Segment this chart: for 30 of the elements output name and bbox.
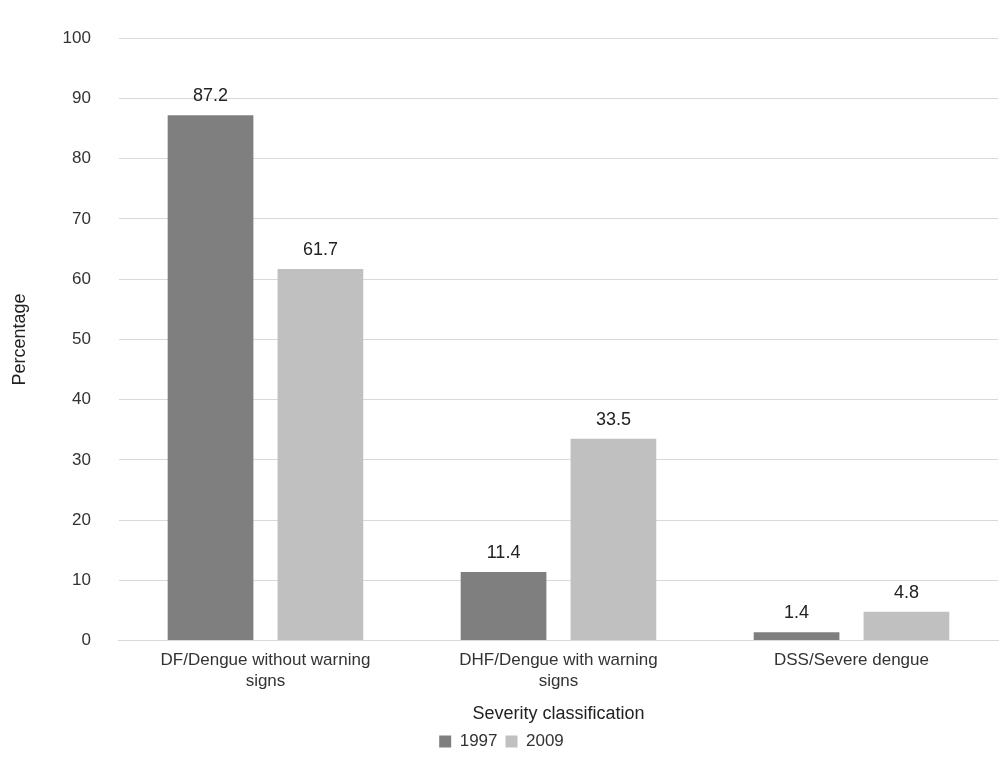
x-tick-label: DHF/Dengue with warning signs [459, 650, 658, 690]
y-tick-label: 90 [72, 88, 91, 108]
data-label: 33.5 [595, 408, 631, 429]
y-tick-label: 20 [72, 509, 91, 529]
data-label: 87.2 [193, 85, 229, 106]
bar [863, 611, 950, 641]
x-axis-title: Severity classification [472, 703, 645, 724]
data-label: 4.8 [893, 581, 919, 602]
bar [460, 571, 547, 641]
bar [277, 268, 364, 641]
y-tick-label: 30 [72, 449, 91, 469]
x-tick-label: DSS/Severe dengue [773, 650, 929, 670]
x-tick-label: DF/Dengue without warning signs [160, 650, 371, 690]
bar [753, 632, 840, 641]
y-tick-label: 0 [81, 630, 91, 650]
bar [167, 115, 254, 641]
bar [570, 438, 657, 641]
legend-label: 1997 [459, 731, 498, 751]
y-tick-label: 100 [62, 27, 91, 47]
y-tick-label: 80 [72, 148, 91, 168]
y-tick-label: 40 [72, 389, 91, 409]
y-tick-label: 60 [72, 268, 91, 288]
y-axis-title: Percentage [8, 293, 29, 386]
data-label: 1.4 [784, 602, 810, 623]
y-tick-label: 50 [72, 329, 91, 349]
data-label: 11.4 [486, 541, 521, 562]
y-tick-label: 70 [72, 208, 91, 228]
data-label: 61.7 [302, 238, 338, 259]
legend-label: 2009 [526, 731, 564, 751]
y-tick-label: 10 [72, 570, 91, 590]
